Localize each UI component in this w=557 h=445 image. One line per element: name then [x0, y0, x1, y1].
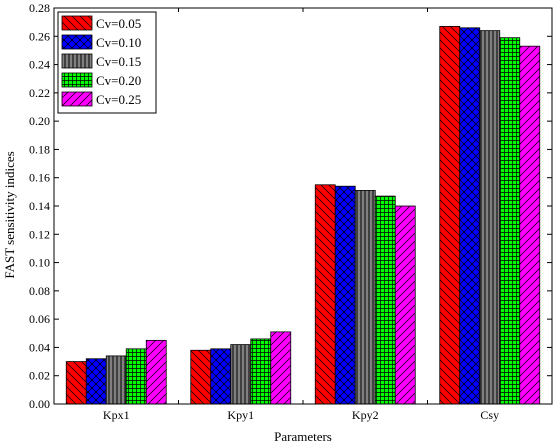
y-tick-label: 0.28 [29, 1, 50, 15]
legend-label: Cv=0.15 [96, 54, 141, 69]
y-tick-label: 0.20 [29, 114, 50, 128]
x-tick-label: Kpx1 [103, 408, 130, 422]
bar-hatch [354, 190, 376, 405]
bar-hatch [190, 349, 212, 405]
bar-hatch [479, 30, 501, 405]
bar-hatch [499, 37, 521, 405]
plot-frame [53, 7, 553, 405]
y-tick-label: 0.06 [29, 312, 50, 326]
bar-hatch [439, 25, 461, 405]
bar-hatch [270, 331, 292, 405]
y-tick-label: 0.16 [29, 171, 50, 185]
x-axis-title: Parameters [274, 429, 332, 444]
y-tick-label: 0.00 [29, 397, 50, 411]
bar-hatch [314, 184, 336, 405]
bar-hatch [519, 45, 541, 405]
legend-label: Cv=0.05 [96, 16, 141, 31]
y-tick-label: 0.10 [29, 256, 50, 270]
y-tick-label: 0.24 [29, 58, 50, 72]
x-tick-label: Kpy1 [227, 408, 254, 422]
bar-hatch [230, 344, 252, 405]
y-axis-title: FAST sensitivity indices [2, 151, 17, 278]
legend-label: Cv=0.20 [96, 73, 141, 88]
y-tick-label: 0.12 [29, 227, 50, 241]
bar-hatch [374, 195, 396, 405]
bar-hatch [125, 348, 147, 405]
y-tick-label: 0.26 [29, 29, 50, 43]
x-tick-label: Csy [480, 408, 499, 422]
y-tick-label: 0.18 [29, 142, 50, 156]
bar-hatch [334, 185, 356, 405]
y-tick-label: 0.02 [29, 369, 50, 383]
bar-hatch [210, 348, 232, 405]
legend-label: Cv=0.25 [96, 92, 141, 107]
bar-hatch [65, 361, 87, 405]
bar-hatch [394, 205, 416, 405]
y-tick-label: 0.22 [29, 86, 50, 100]
bar-hatch [250, 338, 272, 405]
legend-swatch-hatch [61, 34, 93, 50]
y-tick-label: 0.04 [29, 340, 50, 354]
bar-hatch [85, 358, 107, 405]
legend-label: Cv=0.10 [96, 35, 141, 50]
legend-swatch-hatch [61, 72, 93, 88]
legend-swatch-hatch [61, 53, 93, 69]
y-tick-label: 0.08 [29, 284, 50, 298]
x-tick-label: Kpy2 [352, 408, 379, 422]
y-tick-label: 0.14 [29, 199, 50, 213]
legend-swatch-hatch [61, 91, 93, 107]
bar-hatch [459, 27, 481, 405]
bar-hatch [105, 355, 127, 405]
bar-hatch [145, 339, 167, 405]
legend-swatch-hatch [61, 15, 93, 31]
